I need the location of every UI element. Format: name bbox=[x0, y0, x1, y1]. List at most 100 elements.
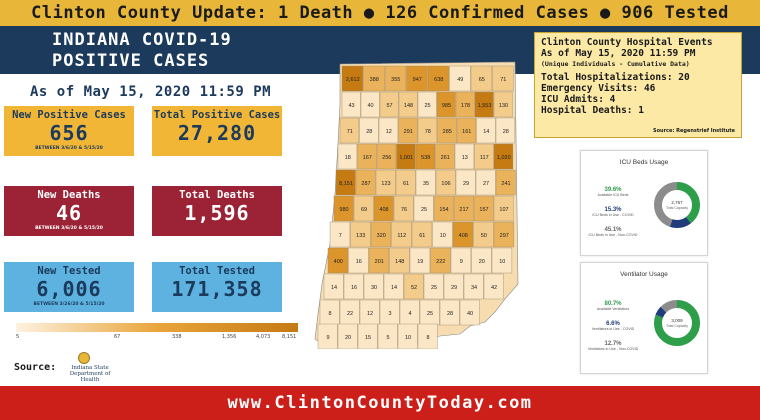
county-value: 78 bbox=[425, 129, 431, 135]
county-value: 65 bbox=[479, 77, 485, 83]
county-cell bbox=[415, 143, 436, 170]
new-positive-card: New Positive Cases 656 BETWEEN 3/6/20 & … bbox=[4, 106, 134, 156]
county-value: 61 bbox=[403, 181, 409, 187]
new-tested-label: New Tested bbox=[37, 265, 101, 277]
county-value: 3 bbox=[388, 311, 391, 317]
county-value: 25 bbox=[424, 103, 430, 109]
county-cell bbox=[403, 273, 424, 300]
county-value: 14 bbox=[483, 129, 489, 135]
county-cell bbox=[417, 323, 438, 349]
new-deaths-card: New Deaths 46 BETWEEN 3/6/20 & 5/15/20 bbox=[4, 186, 134, 236]
county-value: 13 bbox=[462, 155, 468, 161]
county-cell bbox=[333, 195, 354, 222]
county-value: 130 bbox=[499, 103, 508, 109]
county-value: 43 bbox=[348, 103, 354, 109]
county-value: 400 bbox=[334, 259, 343, 265]
new-positive-value: 656 bbox=[49, 121, 89, 145]
icu-available-text: Available ICU Beds bbox=[597, 193, 629, 197]
county-cell bbox=[473, 221, 494, 248]
vent-available-text: Available Ventilators bbox=[596, 307, 630, 311]
county-cell bbox=[350, 221, 371, 248]
new-positive-sub: BETWEEN 3/6/20 & 5/15/20 bbox=[35, 146, 103, 151]
website-link[interactable]: www.ClintonCountyToday.com bbox=[227, 393, 533, 413]
county-cell bbox=[432, 221, 453, 248]
county-value: 29 bbox=[451, 285, 457, 291]
county-cell bbox=[493, 221, 515, 248]
county-cell bbox=[377, 323, 398, 349]
county-cell bbox=[439, 299, 460, 326]
new-deaths-label: New Deaths bbox=[37, 189, 101, 201]
hospital-source: Source: Regenstrief Institute bbox=[652, 128, 735, 134]
county-cell bbox=[341, 91, 361, 118]
color-scale-labels: 5 67 338 1,356 4,073 8,151 bbox=[16, 334, 298, 342]
county-value: 538 bbox=[421, 155, 430, 161]
scale-tick: 1,356 bbox=[222, 334, 237, 340]
top-banner: Clinton County Update: 1 Death ● 126 Con… bbox=[0, 0, 760, 26]
new-deaths-sub: BETWEEN 3/6/20 & 5/15/20 bbox=[35, 226, 103, 231]
vent-noncovid-text: Ventilators in Use - Non-COVID bbox=[587, 347, 639, 351]
total-positive-label: Total Positive Cases bbox=[153, 109, 281, 121]
county-value: 285 bbox=[443, 129, 452, 135]
county-value: 8,151 bbox=[339, 181, 353, 187]
county-value: 157 bbox=[479, 207, 488, 213]
county-value: 27 bbox=[483, 181, 489, 187]
county-cell bbox=[360, 91, 380, 118]
seal-icon bbox=[78, 352, 90, 364]
county-value: 25 bbox=[421, 207, 427, 213]
total-tested-card: Total Tested 171,358 bbox=[152, 262, 282, 312]
county-cell bbox=[492, 65, 514, 92]
hospital-events-panel: Clinton County Hospital Events As of May… bbox=[534, 32, 742, 138]
county-cell bbox=[379, 91, 399, 118]
county-value: 18 bbox=[345, 155, 351, 161]
county-cell bbox=[413, 195, 434, 222]
county-cell bbox=[436, 91, 456, 118]
county-cell bbox=[375, 169, 396, 196]
county-value: 112 bbox=[397, 233, 406, 239]
total-deaths-value: 1,596 bbox=[184, 201, 250, 225]
icu-noncovid-text: ICU Beds in Use - Non-COVID bbox=[588, 233, 638, 237]
county-cell bbox=[357, 143, 377, 170]
county-value: 408 bbox=[459, 233, 468, 239]
county-value: 261 bbox=[441, 155, 450, 161]
county-value: 9 bbox=[460, 259, 463, 265]
scale-tick: 5 bbox=[16, 334, 20, 340]
county-cell bbox=[359, 117, 379, 144]
county-cell bbox=[396, 143, 416, 170]
county-value: 408 bbox=[379, 207, 388, 213]
scale-tick: 338 bbox=[172, 334, 182, 340]
county-cell bbox=[450, 247, 472, 274]
ventilator-title: Ventilator Usage bbox=[620, 271, 668, 278]
county-cell bbox=[406, 65, 428, 92]
county-cell bbox=[433, 195, 454, 222]
county-cell bbox=[337, 143, 358, 170]
county-cell bbox=[323, 273, 344, 300]
county-value: 241 bbox=[501, 181, 510, 187]
icu-total-label: Total Capacity bbox=[666, 206, 688, 210]
vent-covid-text: Ventilators in Use - COVID bbox=[591, 327, 635, 331]
county-value: 71 bbox=[500, 77, 506, 83]
county-cell bbox=[456, 117, 477, 144]
isdh-logo: Indiana State Department of Health bbox=[62, 352, 118, 383]
total-deaths-label: Total Deaths bbox=[179, 189, 255, 201]
county-value: 1,020 bbox=[497, 155, 511, 161]
county-cell bbox=[363, 273, 384, 300]
county-cell bbox=[427, 65, 450, 92]
county-cell bbox=[470, 65, 493, 92]
county-value: 40 bbox=[367, 103, 373, 109]
county-cell bbox=[329, 221, 351, 248]
county-cell bbox=[355, 169, 376, 196]
county-value: 52 bbox=[411, 285, 417, 291]
county-cell bbox=[339, 117, 360, 144]
total-tested-value: 171,358 bbox=[171, 277, 263, 301]
footer: www.ClintonCountyToday.com bbox=[0, 386, 760, 420]
county-value: 19 bbox=[417, 259, 423, 265]
county-cell bbox=[393, 195, 414, 222]
county-value: 320 bbox=[377, 233, 386, 239]
county-cell bbox=[363, 65, 385, 92]
county-value: 355 bbox=[391, 77, 400, 83]
county-value: 980 bbox=[339, 207, 348, 213]
county-value: 16 bbox=[351, 285, 357, 291]
total-positive-card: Total Positive Cases 27,280 bbox=[152, 106, 282, 156]
county-value: 117 bbox=[480, 155, 489, 161]
county-cell bbox=[335, 169, 356, 196]
